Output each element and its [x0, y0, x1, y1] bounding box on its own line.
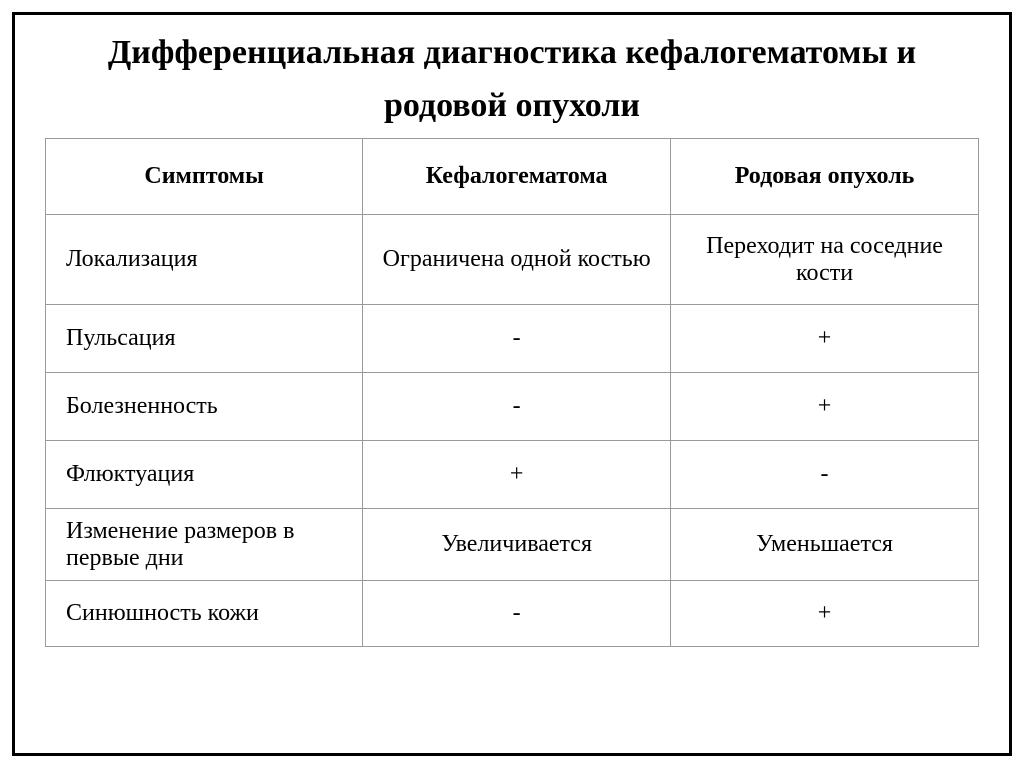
- table-row: Флюктуация+-: [46, 441, 979, 509]
- cephalohematoma-cell: Ограничена одной костью: [363, 215, 671, 305]
- symptom-cell: Болезненность: [46, 373, 363, 441]
- table-row: Болезненность-+: [46, 373, 979, 441]
- diagnosis-table: Симптомы Кефалогематома Родовая опухоль …: [45, 138, 979, 647]
- symptom-cell: Флюктуация: [46, 441, 363, 509]
- table-row: Пульсация-+: [46, 305, 979, 373]
- document-frame: Дифференциальная диагностика кефалогемат…: [12, 12, 1012, 756]
- birth-tumor-cell: -: [671, 441, 979, 509]
- birth-tumor-cell: +: [671, 373, 979, 441]
- birth-tumor-cell: Переходит на соседние кости: [671, 215, 979, 305]
- cephalohematoma-cell: -: [363, 305, 671, 373]
- header-birth-tumor: Родовая опухоль: [671, 139, 979, 215]
- symptom-cell: Изменение размеров в первые дни: [46, 509, 363, 581]
- cephalohematoma-cell: +: [363, 441, 671, 509]
- page-title: Дифференциальная диагностика кефалогемат…: [45, 27, 979, 132]
- cephalohematoma-cell: -: [363, 581, 671, 647]
- table-body: ЛокализацияОграничена одной костьюПерехо…: [46, 215, 979, 647]
- birth-tumor-cell: +: [671, 305, 979, 373]
- table-row: ЛокализацияОграничена одной костьюПерехо…: [46, 215, 979, 305]
- birth-tumor-cell: +: [671, 581, 979, 647]
- symptom-cell: Пульсация: [46, 305, 363, 373]
- symptom-cell: Локализация: [46, 215, 363, 305]
- cephalohematoma-cell: -: [363, 373, 671, 441]
- table-row: Изменение размеров в первые дниУвеличива…: [46, 509, 979, 581]
- table-header-row: Симптомы Кефалогематома Родовая опухоль: [46, 139, 979, 215]
- header-symptoms: Симптомы: [46, 139, 363, 215]
- table-row: Синюшность кожи-+: [46, 581, 979, 647]
- birth-tumor-cell: Уменьшается: [671, 509, 979, 581]
- header-cephalohematoma: Кефалогематома: [363, 139, 671, 215]
- cephalohematoma-cell: Увеличивается: [363, 509, 671, 581]
- symptom-cell: Синюшность кожи: [46, 581, 363, 647]
